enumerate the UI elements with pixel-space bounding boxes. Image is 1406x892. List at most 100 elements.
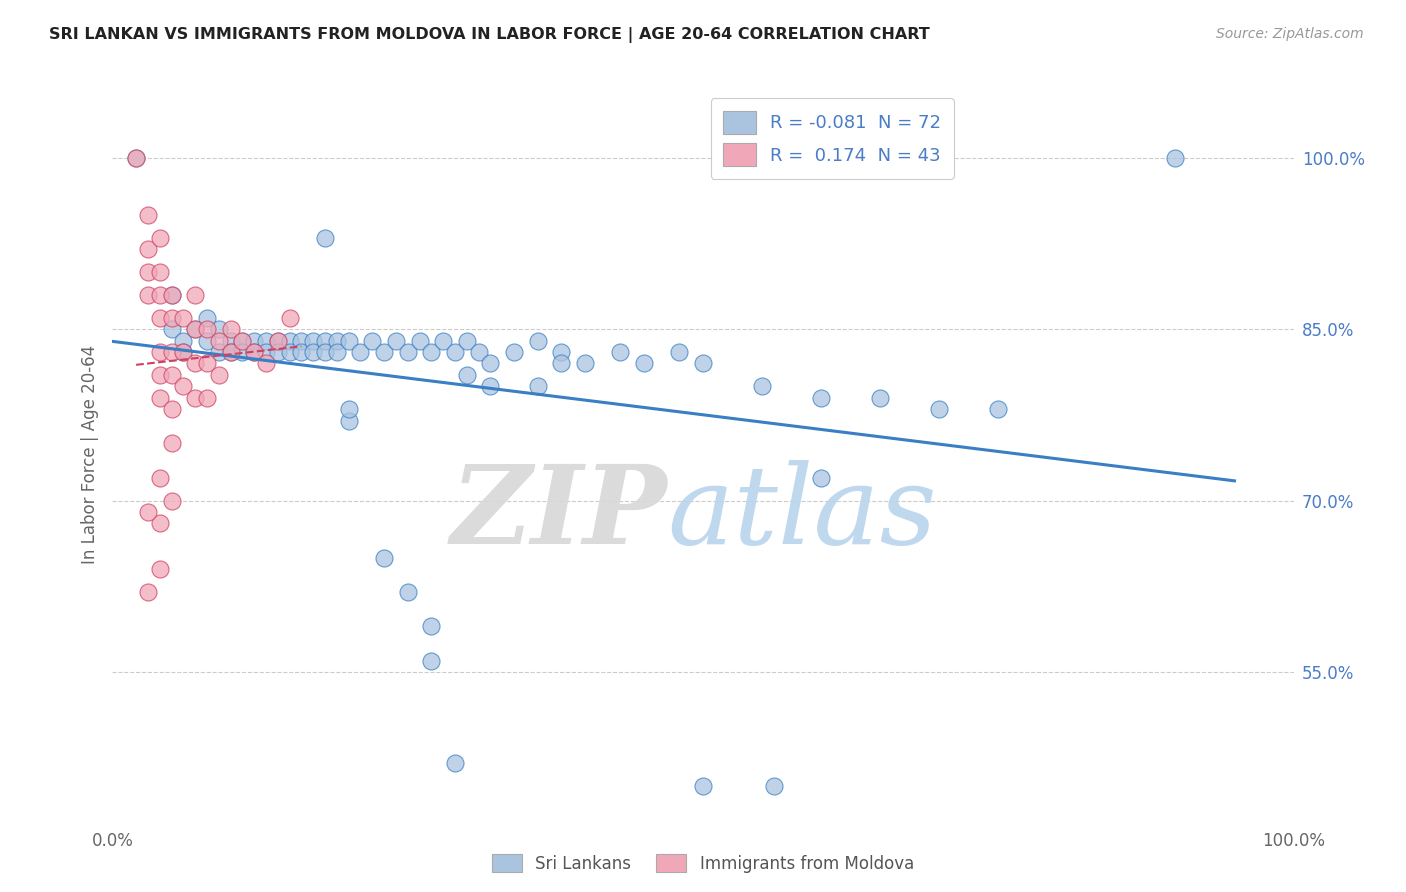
Point [550,356,572,371]
Point [160,493,183,508]
Legend: R = -0.081  N = 72, R =  0.174  N = 43: R = -0.081 N = 72, R = 0.174 N = 43 [710,98,953,179]
Point [195,356,218,371]
Point [278,345,301,359]
Point [574,356,596,371]
Point [184,288,207,302]
Point [692,356,714,371]
Point [337,334,360,348]
Point [420,654,443,668]
Point [149,265,172,279]
Point [326,345,349,359]
Point [219,322,242,336]
Point [810,391,832,405]
Point [172,345,194,359]
Point [149,562,172,576]
Point [243,345,266,359]
Point [149,345,172,359]
Y-axis label: In Labor Force | Age 20-64: In Labor Force | Age 20-64 [80,345,98,565]
Point [751,379,773,393]
Point [420,345,443,359]
Point [160,288,183,302]
Point [869,391,891,405]
Text: atlas: atlas [668,459,938,567]
Point [396,345,419,359]
Point [810,471,832,485]
Point [231,345,253,359]
Text: ZIP: ZIP [451,459,668,567]
Point [149,368,172,382]
Point [195,322,218,336]
Point [219,345,242,359]
Point [267,334,290,348]
Point [160,402,183,417]
Point [361,334,384,348]
Point [302,334,325,348]
Point [373,345,395,359]
Point [172,379,194,393]
Point [550,345,572,359]
Point [160,345,183,359]
Point [290,334,312,348]
Point [243,345,266,359]
Point [184,356,207,371]
Point [278,334,301,348]
Point [208,368,231,382]
Point [254,345,277,359]
Point [479,379,502,393]
Point [149,391,172,405]
Point [467,345,489,359]
Point [692,780,714,794]
Point [987,402,1010,417]
Point [172,345,194,359]
Point [373,550,395,565]
Point [184,322,207,336]
Point [160,288,183,302]
Point [609,345,631,359]
Point [349,345,371,359]
Point [195,391,218,405]
Point [195,334,218,348]
Point [254,356,277,371]
Point [444,756,467,771]
Point [160,322,183,336]
Point [278,310,301,325]
Text: SRI LANKAN VS IMMIGRANTS FROM MOLDOVA IN LABOR FORCE | AGE 20-64 CORRELATION CHA: SRI LANKAN VS IMMIGRANTS FROM MOLDOVA IN… [49,27,929,43]
Point [208,334,231,348]
Point [136,265,159,279]
Point [267,334,290,348]
Point [337,414,360,428]
Point [136,505,159,519]
Point [254,334,277,348]
Point [219,334,242,348]
Point [136,585,159,599]
Legend: Sri Lankans, Immigrants from Moldova: Sri Lankans, Immigrants from Moldova [485,847,921,880]
Point [149,310,172,325]
Point [326,334,349,348]
Point [160,368,183,382]
Point [337,402,360,417]
Point [302,345,325,359]
Point [267,345,290,359]
Point [1164,151,1187,165]
Point [219,345,242,359]
Point [420,619,443,633]
Point [160,436,183,450]
Point [314,231,336,245]
Point [149,516,172,531]
Point [314,345,336,359]
Point [160,310,183,325]
Point [668,345,690,359]
Point [408,334,430,348]
Point [208,322,231,336]
Point [503,345,526,359]
Point [432,334,454,348]
Point [456,368,478,382]
Point [136,208,159,222]
Point [208,345,231,359]
Point [396,585,419,599]
Point [172,310,194,325]
Point [136,288,159,302]
Point [149,288,172,302]
Point [231,334,253,348]
Point [195,310,218,325]
